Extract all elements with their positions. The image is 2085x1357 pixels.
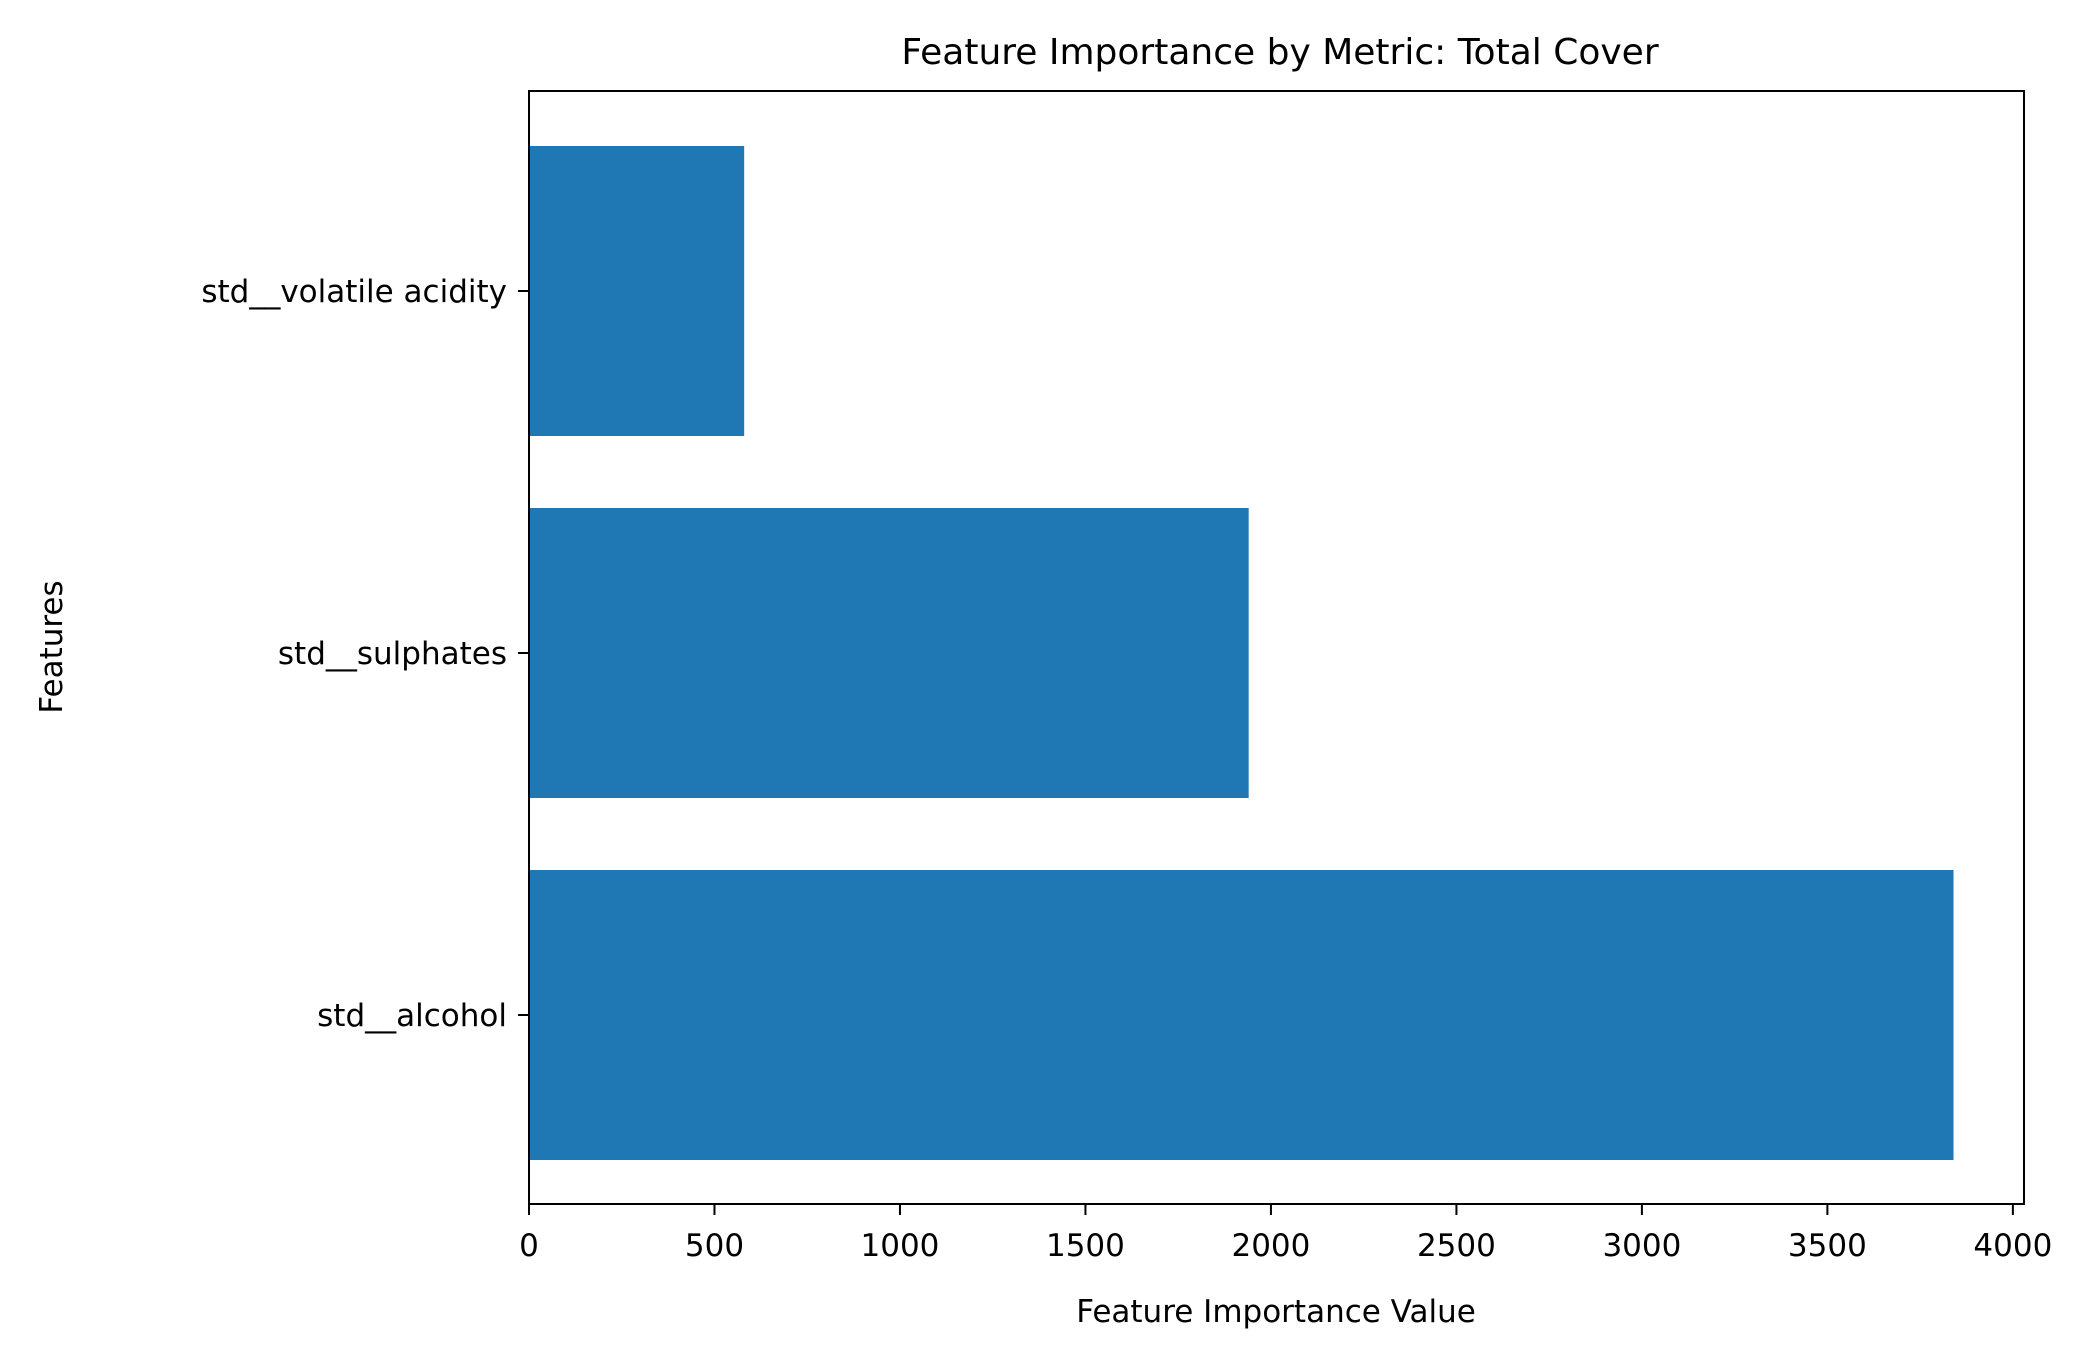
bars-group [529,146,1954,1160]
x-tick-label: 0 [519,1228,539,1264]
x-tick-label: 2000 [1231,1228,1310,1264]
x-tick-label: 3000 [1602,1228,1681,1264]
x-tick-label: 1500 [1046,1228,1125,1264]
x-axis-ticks: 0 500 1000 1500 2000 2500 3000 3500 4000 [519,1204,2052,1264]
bar-std-alcohol [529,870,1954,1160]
y-axis-label: Features [34,580,70,713]
y-tick-label: std__volatile acidity [201,274,507,310]
y-tick-label: std__sulphates [278,636,507,672]
x-tick-label: 3500 [1788,1228,1867,1264]
x-tick-label: 4000 [1973,1228,2052,1264]
bar-std-volatile-acidity [529,146,745,436]
bar-std-sulphates [529,508,1249,798]
y-axis-ticks: std__alcohol std__sulphates std__volatile … [201,274,529,1034]
chart-title: Feature Importance by Metric: Total Cove… [901,32,1658,73]
x-tick-label: 500 [685,1228,744,1264]
plot-frame [528,90,2025,1205]
x-tick-label: 2500 [1417,1228,1496,1264]
x-axis-label: Feature Importance Value [1076,1294,1476,1330]
x-tick-label: 1000 [861,1228,940,1264]
y-tick-label: std__alcohol [317,998,507,1034]
